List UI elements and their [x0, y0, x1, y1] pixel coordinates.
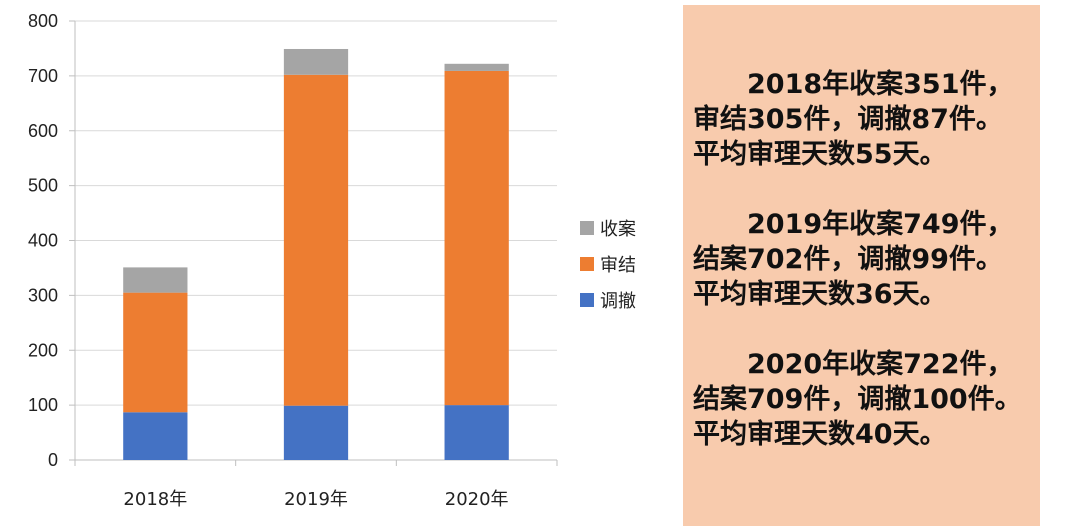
bar-1-0 [283, 405, 349, 460]
bar-1-1 [283, 74, 349, 406]
y-tick-label-800: 800 [28, 11, 58, 31]
bar-0-0 [123, 412, 188, 460]
summary-2020-line-3: 平均审理天数40天。 [693, 419, 947, 450]
x-category-label-0: 2018年 [123, 489, 187, 510]
summary-2018-line-2: 审结305件，调撤87件。 [693, 104, 1003, 135]
summary-panel: 2018年收案351件， 审结305件，调撤87件。 平均审理天数55天。 20… [683, 5, 1040, 526]
summary-2018-line-1: 2018年收案351件， [747, 69, 1014, 100]
x-category-label-2: 2020年 [445, 489, 509, 510]
bar-2-2 [444, 63, 509, 71]
legend-swatch-2 [580, 293, 594, 307]
legend-label-1: 审结 [600, 255, 636, 276]
summary-2019-line-1: 2019年收案749件， [747, 209, 1014, 240]
legend-swatch-1 [580, 257, 594, 271]
stacked-bar-chart: 0 100 200 300 400 500 600 700 800 2018年 2019年 2020年… [28, 11, 636, 510]
bar-2-0 [444, 405, 509, 460]
bar-0-1 [123, 292, 188, 413]
summary-2020: 2020年收案722件， 结案709件，调撤100件。 平均审理天数40天。 [693, 347, 1040, 452]
summary-2019-line-2: 结案702件，调撤99件。 [693, 244, 1003, 275]
y-tick-label-0: 0 [48, 450, 58, 470]
bar-2-1 [444, 70, 509, 406]
legend-label-2: 调撤 [600, 291, 636, 312]
summary-2019: 2019年收案749件， 结案702件，调撤99件。 平均审理天数36天。 [693, 207, 1040, 312]
y-tick-label-300: 300 [28, 285, 58, 305]
bar-0-2 [123, 267, 188, 293]
summary-2018: 2018年收案351件， 审结305件，调撤87件。 平均审理天数55天。 [693, 67, 1040, 172]
legend-swatch-0 [580, 221, 594, 235]
summary-2018-line-3: 平均审理天数55天。 [693, 139, 947, 170]
x-category-label-1: 2019年 [284, 489, 348, 510]
y-tick-label-700: 700 [28, 66, 58, 86]
summary-2019-line-3: 平均审理天数36天。 [693, 279, 947, 310]
summary-2020-line-1: 2020年收案722件， [747, 349, 1014, 380]
y-tick-label-400: 400 [28, 231, 58, 251]
legend-label-0: 收案 [600, 219, 636, 240]
y-tick-label-500: 500 [28, 176, 58, 196]
y-tick-label-100: 100 [28, 395, 58, 415]
y-tick-label-600: 600 [28, 121, 58, 141]
bar-1-2 [283, 48, 349, 75]
y-tick-label-200: 200 [28, 340, 58, 360]
summary-2020-line-2: 结案709件，调撤100件。 [693, 384, 1022, 415]
